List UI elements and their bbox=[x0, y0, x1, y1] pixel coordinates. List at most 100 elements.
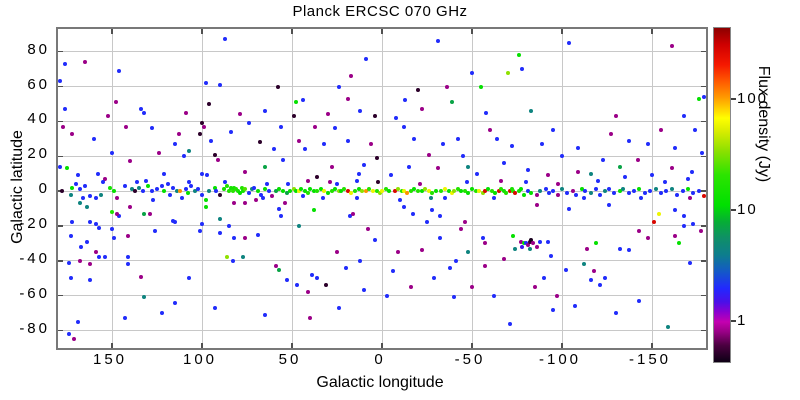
data-point bbox=[225, 183, 230, 188]
data-point bbox=[452, 295, 456, 300]
data-point bbox=[626, 248, 631, 253]
data-point bbox=[588, 190, 593, 195]
axis-tick-right bbox=[701, 50, 706, 53]
data-point bbox=[83, 60, 87, 65]
data-point bbox=[209, 138, 213, 143]
data-point bbox=[378, 190, 383, 195]
data-point bbox=[196, 187, 201, 192]
data-point bbox=[687, 260, 692, 265]
data-point bbox=[58, 79, 62, 84]
data-point bbox=[227, 189, 231, 194]
data-point bbox=[576, 169, 581, 174]
data-point bbox=[498, 187, 503, 192]
data-point bbox=[484, 110, 489, 115]
data-point bbox=[315, 189, 320, 194]
data-point bbox=[189, 183, 194, 188]
data-point bbox=[183, 187, 188, 192]
data-point bbox=[520, 244, 525, 249]
gridline-horizontal bbox=[58, 86, 706, 88]
axis-tick-top bbox=[111, 29, 113, 34]
data-point bbox=[326, 190, 330, 195]
data-point bbox=[405, 190, 410, 195]
data-point bbox=[401, 124, 406, 129]
data-point bbox=[180, 196, 185, 201]
data-point bbox=[311, 208, 316, 213]
data-point bbox=[417, 182, 422, 187]
data-point bbox=[126, 262, 131, 267]
gridline-horizontal bbox=[58, 51, 706, 53]
data-point bbox=[306, 178, 311, 183]
data-point bbox=[336, 84, 341, 89]
data-point bbox=[275, 84, 280, 89]
data-point bbox=[506, 70, 510, 75]
data-point bbox=[183, 110, 188, 115]
data-point bbox=[356, 171, 361, 176]
data-point bbox=[459, 227, 464, 232]
data-point bbox=[77, 187, 82, 192]
data-point bbox=[614, 114, 618, 119]
data-point bbox=[466, 190, 471, 195]
data-point bbox=[110, 227, 114, 232]
gridline-vertical bbox=[201, 29, 203, 348]
data-point bbox=[344, 265, 348, 270]
data-point bbox=[173, 142, 177, 147]
data-point bbox=[353, 189, 357, 194]
data-point bbox=[88, 262, 93, 267]
data-point bbox=[77, 258, 82, 263]
data-point bbox=[488, 128, 492, 133]
colorbar-tick-label: 1 bbox=[737, 312, 748, 330]
data-point bbox=[617, 246, 622, 251]
data-point bbox=[72, 337, 77, 342]
data-point bbox=[297, 189, 302, 194]
data-point bbox=[416, 88, 420, 92]
data-point bbox=[151, 197, 156, 202]
data-point bbox=[241, 255, 246, 260]
data-point bbox=[482, 241, 487, 246]
data-point bbox=[243, 187, 248, 192]
data-point bbox=[408, 189, 413, 194]
data-point bbox=[524, 180, 528, 185]
data-point bbox=[486, 187, 491, 192]
data-point bbox=[146, 183, 150, 188]
data-point bbox=[263, 312, 267, 317]
data-point bbox=[502, 257, 507, 262]
data-point bbox=[162, 189, 167, 194]
data-point bbox=[495, 136, 500, 141]
data-point bbox=[507, 189, 512, 194]
axis-tick-bottom bbox=[471, 343, 473, 348]
data-point bbox=[371, 189, 375, 194]
gridline-horizontal bbox=[58, 155, 706, 157]
data-point bbox=[315, 276, 320, 281]
data-point bbox=[66, 332, 71, 337]
data-point bbox=[686, 176, 690, 181]
data-point bbox=[461, 154, 465, 159]
data-point bbox=[122, 183, 127, 188]
data-point bbox=[293, 100, 298, 105]
data-point bbox=[542, 276, 546, 281]
data-point bbox=[464, 180, 469, 185]
data-point bbox=[257, 140, 262, 145]
data-point bbox=[669, 44, 674, 49]
data-point bbox=[149, 126, 154, 131]
data-point bbox=[637, 229, 642, 234]
data-point bbox=[351, 211, 356, 216]
data-point bbox=[88, 194, 93, 199]
data-point bbox=[218, 230, 222, 235]
data-point bbox=[160, 311, 165, 316]
data-point bbox=[115, 196, 120, 201]
data-point bbox=[95, 171, 100, 176]
data-point bbox=[347, 213, 352, 218]
data-point bbox=[358, 108, 363, 113]
axis-tick-bottom bbox=[201, 343, 203, 348]
axis-tick-bottom bbox=[381, 343, 383, 348]
data-point bbox=[324, 283, 329, 288]
data-point bbox=[61, 124, 66, 129]
data-point bbox=[218, 192, 222, 197]
axis-tick-top bbox=[561, 29, 563, 34]
data-point bbox=[223, 37, 228, 42]
data-point bbox=[448, 265, 453, 270]
y-tick-label: 80 bbox=[27, 40, 50, 58]
data-point bbox=[162, 171, 167, 176]
data-point bbox=[410, 211, 415, 216]
